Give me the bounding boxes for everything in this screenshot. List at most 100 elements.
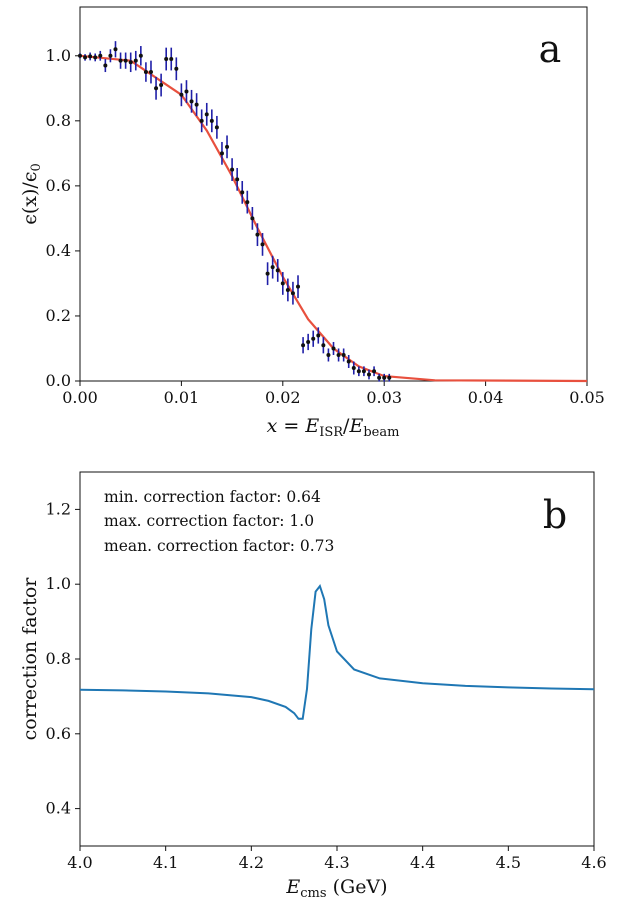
panel-a-chart: 0.00 0.01 0.02 0.03 0.04 0.05 0.0 0.2 0.4 0.6 0.8 1… [19, 6, 605, 440]
data-point [143, 70, 148, 75]
data-point [219, 151, 224, 156]
data-point [93, 55, 98, 60]
data-point [199, 118, 204, 123]
annotation-min: min. correction factor: 0.64 [104, 488, 321, 506]
panel-a-letter: a [539, 27, 562, 71]
x-tick-label: 0.00 [62, 388, 98, 407]
data-point [250, 216, 255, 221]
data-point [113, 47, 118, 52]
data-point [204, 112, 209, 117]
y-tick-label: 0.6 [46, 724, 71, 743]
x-tick-label: 4.1 [153, 853, 178, 872]
data-point [240, 190, 245, 195]
data-point [88, 54, 93, 59]
data-point [275, 268, 280, 273]
x-tick-label: 4.0 [67, 853, 92, 872]
data-point [154, 86, 159, 91]
panel-a-xlabel: x = EISR/Ebeam [267, 415, 400, 440]
x-tick-label: 0.03 [366, 388, 402, 407]
data-point [133, 58, 138, 63]
data-point [214, 125, 219, 130]
y-tick-label: 0.2 [46, 306, 71, 325]
data-point [306, 339, 311, 344]
data-point [326, 352, 331, 357]
data-point [245, 200, 250, 205]
data-point [336, 352, 341, 357]
x-tick-label: 0.05 [569, 388, 605, 407]
data-point [225, 144, 230, 149]
data-point [108, 53, 113, 58]
y-tick-label: 1.0 [46, 46, 71, 65]
data-point [361, 369, 366, 374]
data-point [159, 83, 164, 88]
panel-b-letter: b [543, 493, 567, 537]
panel-a-ticks: 0.00 0.01 0.02 0.03 0.04 0.05 0.0 0.2 0.4 0.6 0.8 1… [46, 46, 605, 407]
data-point [169, 57, 174, 62]
data-point [331, 346, 336, 351]
x-tick-label: 0.02 [265, 388, 301, 407]
data-point [270, 265, 275, 270]
data-point [184, 89, 189, 94]
data-point [351, 365, 356, 370]
data-point [372, 369, 377, 374]
panel-a-points [78, 41, 392, 382]
data-point [103, 63, 108, 68]
data-point [356, 369, 361, 374]
y-tick-label: 0.4 [46, 241, 71, 260]
y-tick-label: 1.2 [46, 499, 71, 518]
x-tick-label: 4.2 [239, 853, 264, 872]
panel-b-ticks: 4.0 4.1 4.2 4.3 4.4 4.5 4.6 0.4 0.6 0.8 1.0 1.2 [46, 499, 607, 872]
x-tick-label: 4.5 [496, 853, 521, 872]
data-point [179, 92, 184, 97]
data-point [341, 352, 346, 357]
annotation-mean: mean. correction factor: 0.73 [104, 537, 334, 555]
data-point [382, 375, 387, 380]
data-point [265, 271, 270, 276]
data-point [189, 99, 194, 104]
panel-b-ylabel: correction factor [19, 577, 41, 741]
data-point [296, 284, 301, 289]
data-point [260, 242, 265, 247]
panel-b-xlabel: Ecms (GeV) [285, 876, 387, 901]
data-point [138, 53, 143, 58]
data-point [321, 343, 326, 348]
y-tick-label: 0.4 [46, 799, 71, 818]
data-point [194, 102, 199, 107]
data-point [316, 333, 321, 338]
data-point [174, 66, 179, 71]
x-tick-label: 0.01 [164, 388, 200, 407]
y-tick-label: 1.0 [46, 574, 71, 593]
data-point [128, 60, 133, 65]
data-point [148, 70, 153, 75]
data-point [235, 177, 240, 182]
data-point [83, 55, 88, 60]
data-point [98, 53, 103, 58]
data-point [164, 57, 169, 62]
data-point [209, 118, 214, 123]
data-point [290, 291, 295, 296]
data-point [311, 336, 316, 341]
data-point [377, 375, 382, 380]
annotation-max: max. correction factor: 1.0 [104, 512, 314, 530]
data-point [118, 58, 123, 63]
panel-b-correction-line [79, 583, 595, 720]
data-point [230, 167, 235, 172]
data-point [255, 232, 260, 237]
panel-b-chart: 4.0 4.1 4.2 4.3 4.4 4.5 4.6 0.4 0.6 0.8 1.0 1.2 min… [19, 471, 607, 901]
x-tick-label: 4.6 [581, 853, 606, 872]
y-tick-label: 0.6 [46, 176, 71, 195]
data-point [285, 287, 290, 292]
data-point [301, 343, 306, 348]
panel-a-ylabel: ϵ(x)/ϵ0 [19, 163, 44, 225]
y-tick-label: 0.8 [46, 649, 71, 668]
panel-a-frame [79, 6, 588, 382]
data-point [387, 375, 392, 380]
panel-a-fit-curve [79, 54, 588, 383]
y-tick-label: 0.8 [46, 111, 71, 130]
data-point [78, 53, 82, 58]
x-tick-label: 0.04 [468, 388, 504, 407]
data-point [346, 359, 351, 364]
x-tick-label: 4.4 [410, 853, 435, 872]
data-point [366, 372, 371, 377]
